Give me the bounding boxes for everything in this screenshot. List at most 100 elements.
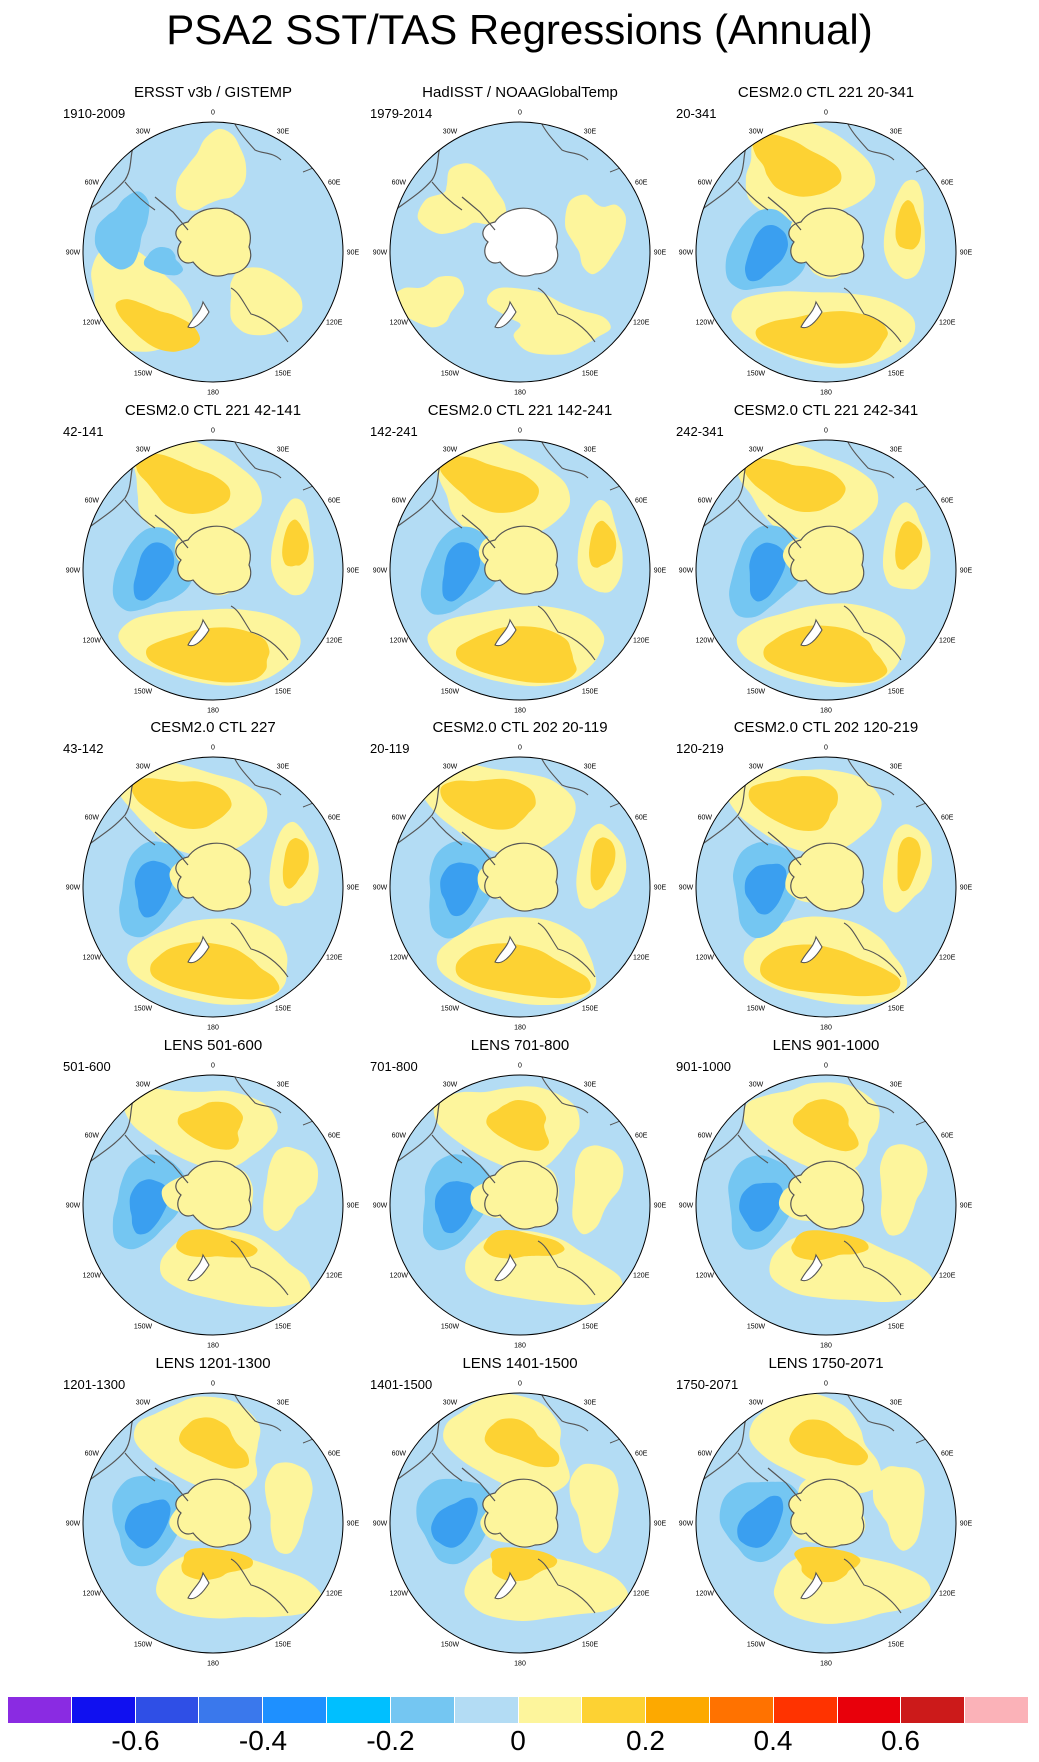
- longitude-label: 150W: [441, 1324, 460, 1331]
- longitude-label: 120W: [696, 1591, 715, 1598]
- colorbar-swatch: [709, 1697, 774, 1723]
- longitude-label: 180: [514, 390, 526, 397]
- longitude-label: 30E: [890, 128, 903, 135]
- map-panel: CESM2.0 CTL 221 242-341 242-341 0 30E 60E 90E…: [676, 402, 976, 715]
- longitude-label: 120W: [390, 1591, 409, 1598]
- panel-title: LENS 1201-1300: [155, 1355, 271, 1372]
- longitude-label: 60E: [328, 1451, 341, 1458]
- longitude-label: 150W: [441, 689, 460, 696]
- panel-period-label: 42-141: [63, 424, 104, 439]
- longitude-label: 90W: [66, 1203, 81, 1210]
- longitude-label: 60W: [392, 498, 407, 505]
- longitude-label: 0: [211, 110, 215, 117]
- longitude-label: 30W: [443, 446, 458, 453]
- panel-period-label: 901-1000: [676, 1059, 731, 1074]
- longitude-label: 150W: [747, 689, 766, 696]
- map-border: [389, 756, 651, 1018]
- longitude-label: 90E: [960, 250, 973, 257]
- longitude-label: 60E: [328, 1133, 341, 1140]
- longitude-label: 0: [824, 745, 828, 752]
- map-panel: LENS 501-600 501-600 0 30E 60E 90E 120E 150E 180…: [63, 1037, 363, 1350]
- colorbar-tick-label: -0.6: [111, 1725, 160, 1756]
- map-panel: CESM2.0 CTL 202 20-119 20-119 0 30E 60E 90E 12…: [370, 719, 670, 1032]
- longitude-label: 30W: [443, 128, 458, 135]
- longitude-label: 60E: [635, 815, 648, 822]
- map-panel: LENS 1750-2071 1750-2071 0 30E 60E 90E 120E 150…: [676, 1355, 976, 1668]
- colorbar-swatch: [646, 1697, 710, 1723]
- longitude-label: 60W: [392, 1451, 407, 1458]
- longitude-label: 30E: [277, 1399, 290, 1406]
- longitude-label: 120W: [696, 320, 715, 327]
- map-border: [389, 1074, 651, 1336]
- longitude-label: 120W: [83, 320, 102, 327]
- colorbar-swatch: [454, 1697, 519, 1723]
- longitude-label: 180: [514, 1661, 526, 1668]
- longitude-label: 30W: [749, 128, 764, 135]
- panel-period-label: 1750-2071: [676, 1377, 739, 1392]
- longitude-label: 0: [518, 428, 522, 435]
- longitude-label: 0: [824, 1063, 828, 1070]
- longitude-label: 60E: [941, 1133, 954, 1140]
- longitude-label: 90W: [66, 568, 81, 575]
- colorbar-swatch: [199, 1697, 264, 1723]
- longitude-label: 120W: [83, 1273, 102, 1280]
- longitude-label: 180: [207, 708, 219, 715]
- longitude-label: 120W: [83, 955, 102, 962]
- longitude-label: 120E: [633, 1591, 650, 1598]
- panel-title: ERSST v3b / GISTEMP: [133, 84, 293, 101]
- longitude-label: 150W: [134, 371, 153, 378]
- longitude-label: 180: [207, 390, 219, 397]
- longitude-label: 90E: [347, 250, 360, 257]
- colorbar-swatch: [263, 1697, 328, 1723]
- panel-title: CESM2.0 CTL 221 142-241: [427, 402, 613, 419]
- longitude-label: 180: [820, 390, 832, 397]
- map-border: [82, 121, 344, 383]
- longitude-label: 150E: [275, 1006, 292, 1013]
- longitude-label: 60W: [698, 1451, 713, 1458]
- longitude-label: 30W: [749, 446, 764, 453]
- longitude-label: 150E: [888, 371, 905, 378]
- longitude-label: 180: [207, 1025, 219, 1032]
- longitude-label: 0: [824, 110, 828, 117]
- longitude-label: 30E: [890, 1399, 903, 1406]
- longitude-label: 150E: [275, 1324, 292, 1331]
- colorbar-swatch: [327, 1697, 391, 1723]
- panel-period-label: 242-341: [676, 424, 724, 439]
- longitude-label: 0: [518, 1063, 522, 1070]
- longitude-label: 90E: [654, 568, 667, 575]
- panel-title: LENS 1750-2071: [768, 1355, 884, 1372]
- map-panel: CESM2.0 CTL 221 142-241 142-241 0 30E 60E 90E…: [370, 402, 670, 715]
- longitude-label: 150W: [747, 1642, 766, 1649]
- longitude-label: 180: [514, 708, 526, 715]
- panel-period-label: 20-341: [676, 106, 717, 121]
- longitude-label: 120W: [696, 638, 715, 645]
- colorbar-tick-label: 0.4: [753, 1725, 793, 1756]
- longitude-label: 90W: [679, 1521, 694, 1528]
- longitude-label: 30E: [890, 763, 903, 770]
- longitude-label: 90E: [347, 885, 360, 892]
- longitude-label: 150W: [441, 1006, 460, 1013]
- panel-period-label: 501-600: [63, 1059, 111, 1074]
- colorbar-swatch: [582, 1697, 647, 1723]
- panel-title: CESM2.0 CTL 202 120-219: [733, 719, 919, 736]
- longitude-label: 90E: [654, 885, 667, 892]
- longitude-label: 90E: [960, 1203, 973, 1210]
- longitude-label: 90E: [347, 568, 360, 575]
- map-panel: LENS 901-1000 901-1000 0 30E 60E 90E 120E 150E 1…: [676, 1037, 976, 1350]
- longitude-label: 150E: [888, 1324, 905, 1331]
- longitude-label: 60E: [635, 180, 648, 187]
- polar-stereographic-map: 0 30E 60E 90E 120E 150E 180 150W 120W 90W 60W 30W: [66, 110, 360, 397]
- longitude-label: 90W: [373, 1203, 388, 1210]
- panel-period-label: 1979-2014: [370, 106, 433, 121]
- panel-title: LENS 701-800: [470, 1037, 570, 1054]
- longitude-label: 60E: [635, 1133, 648, 1140]
- colorbar-tick-label: -0.2: [366, 1725, 415, 1756]
- longitude-label: 120W: [390, 1273, 409, 1280]
- polar-stereographic-map: 0 30E 60E 90E 120E 150E 180 150W 120W 90W 60W 30W: [373, 745, 667, 1032]
- longitude-label: 60W: [698, 498, 713, 505]
- longitude-label: 0: [211, 1381, 215, 1388]
- colorbar-tick-label: -0.4: [238, 1725, 288, 1756]
- longitude-label: 30E: [584, 1399, 597, 1406]
- longitude-label: 90E: [654, 250, 667, 257]
- panel-title: CESM2.0 CTL 221 42-141: [124, 402, 302, 419]
